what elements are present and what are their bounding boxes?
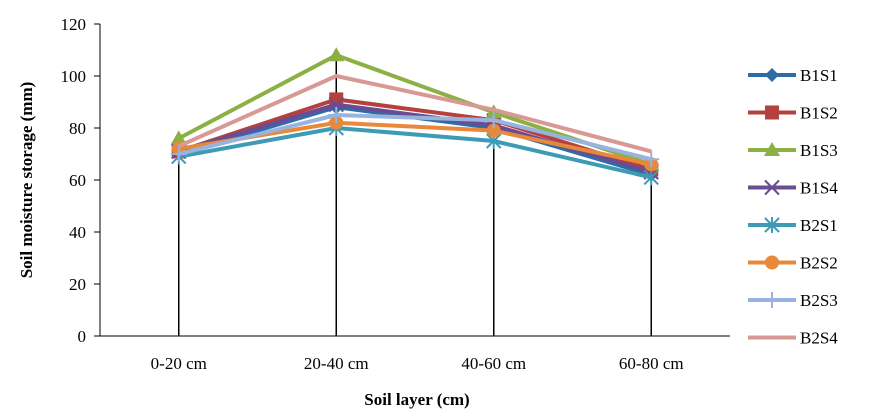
series-layer [170,47,660,186]
drop-lines [178,55,652,336]
legend-marker [764,179,780,196]
y-tick-label: 120 [61,15,87,34]
y-axis-title: Soil moisture storage (mm) [17,82,36,279]
data-point [328,96,344,113]
y-tick-label: 40 [69,223,86,242]
y-tick-label: 0 [78,327,87,346]
legend-label: B1S3 [800,141,838,160]
legend-marker [764,292,780,308]
data-point [643,151,660,168]
y-tick-label: 80 [69,119,86,138]
legend-label: B2S3 [800,291,838,310]
data-point [643,169,659,186]
series-b2s4 [177,74,652,154]
legend-label: B1S4 [800,179,838,198]
data-point [485,112,502,129]
legend-item: B2S1 [748,216,838,235]
axes: 0 20 40 60 80 100 120 0-20 cm 20-40 cm 40-60 cm 60… [61,15,730,373]
data-point [170,146,187,162]
y-tick-label: 20 [69,275,86,294]
series-line [177,74,652,154]
legend-label: B1S2 [800,104,838,123]
x-axis-title: Soil layer (cm) [364,390,469,409]
legend-item: B2S2 [748,254,838,273]
series-b2s3 [170,107,660,168]
data-point [170,130,187,145]
y-tick-label: 60 [69,171,86,190]
legend-item: B1S1 [748,66,838,85]
legend-marker [765,68,779,82]
legend-item: B1S4 [748,179,838,198]
legend-marker [764,142,780,156]
legend-item: B1S2 [748,104,838,123]
legend-item: B1S3 [748,141,838,160]
x-tick-label: 0-20 cm [151,354,207,373]
x-tick-label: 60-80 cm [619,354,684,373]
legend: B1S1 B1S2 B1S3 B1S4 B2S1 B2S2 B2S3 B2S4 [748,66,838,348]
data-point [486,123,501,138]
legend-marker [765,255,779,270]
legend-item: B2S3 [748,291,838,310]
data-point [328,107,345,123]
data-point [329,92,344,107]
x-tick-label: 20-40 cm [304,354,369,373]
legend-label: B1S1 [800,66,838,85]
legend-marker [764,217,780,233]
y-tick-label: 100 [61,67,87,86]
legend-label: B2S2 [800,254,838,273]
legend-label: B2S4 [800,329,838,348]
series-line [178,113,652,162]
legend-label: B2S1 [800,216,838,235]
x-tick-label: 40-60 cm [461,354,526,373]
legend-item: B2S4 [748,329,838,348]
series-line [178,126,652,180]
data-point [328,47,345,62]
series-line [178,97,652,172]
legend-marker [765,105,779,120]
